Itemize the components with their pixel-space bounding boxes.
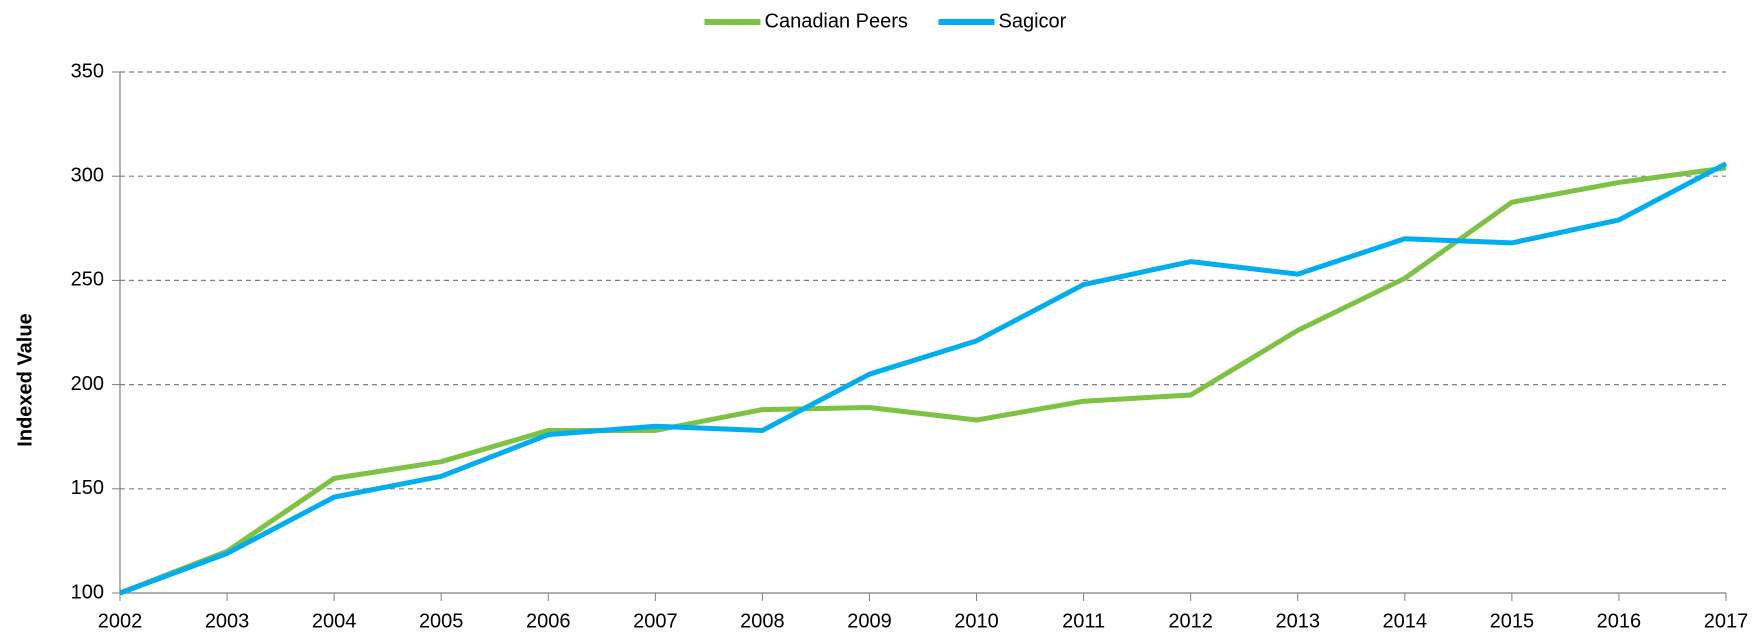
x-tick-label: 2016 <box>1597 610 1642 632</box>
x-tick-label: 2007 <box>633 610 678 632</box>
x-tick-label: 2017 <box>1704 610 1749 632</box>
y-tick-label: 250 <box>71 269 104 291</box>
x-tick-label: 2008 <box>740 610 785 632</box>
x-tick-label: 2015 <box>1490 610 1535 632</box>
legend-label: Canadian Peers <box>765 10 908 32</box>
y-tick-label: 100 <box>71 581 104 603</box>
x-tick-label: 2004 <box>312 610 357 632</box>
y-tick-label: 150 <box>71 477 104 499</box>
x-tick-label: 2002 <box>98 610 143 632</box>
y-tick-label: 200 <box>71 373 104 395</box>
y-tick-label: 350 <box>71 60 104 82</box>
x-tick-label: 2003 <box>205 610 250 632</box>
legend-label: Sagicor <box>999 10 1067 32</box>
x-tick-label: 2010 <box>954 610 999 632</box>
series-line <box>119 165 1727 596</box>
x-tick-label: 2005 <box>419 610 464 632</box>
x-tick-label: 2014 <box>1383 610 1428 632</box>
x-tick-label: 2011 <box>1062 610 1105 632</box>
x-tick-label: 2012 <box>1168 610 1213 632</box>
x-tick-label: 2009 <box>847 610 892 632</box>
y-axis-label: Indexed Value <box>14 313 36 446</box>
y-tick-label: 300 <box>71 164 104 186</box>
x-tick-label: 2006 <box>526 610 571 632</box>
x-tick-label: 2013 <box>1275 610 1320 632</box>
series-line <box>119 161 1728 596</box>
